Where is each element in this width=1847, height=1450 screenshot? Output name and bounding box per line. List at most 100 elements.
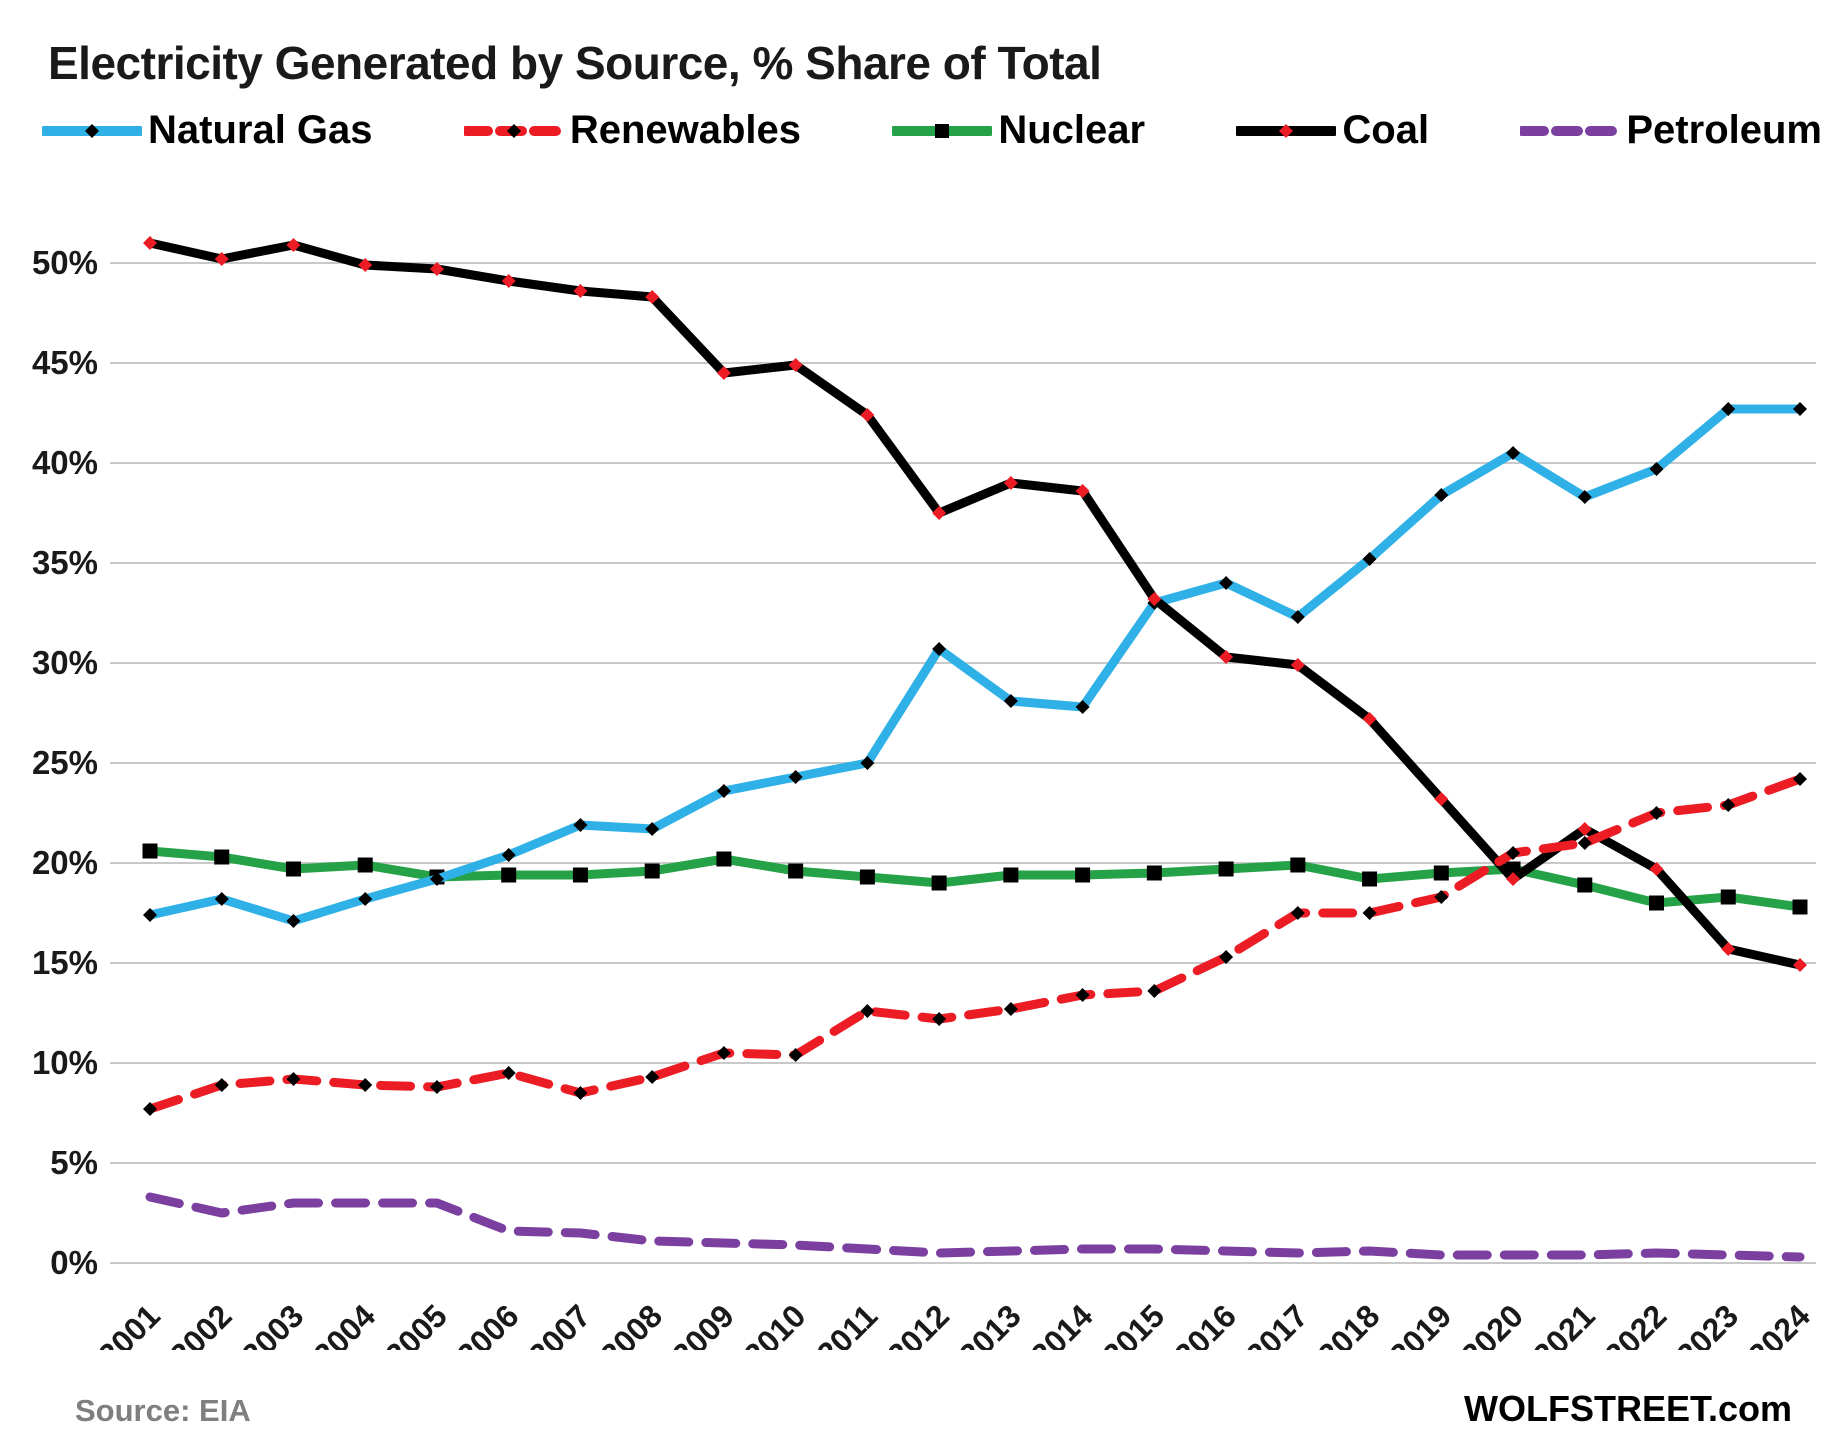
data-point-marker (358, 1078, 373, 1092)
data-point-marker (1506, 446, 1521, 460)
x-axis-tick-label: 2022 (1598, 1297, 1674, 1350)
x-axis-tick-label: 2019 (1382, 1297, 1458, 1350)
legend-line-sample (463, 123, 564, 138)
data-point-marker (1362, 712, 1377, 726)
data-point-marker (1577, 877, 1593, 893)
data-point-marker (501, 274, 516, 288)
data-point-marker (143, 908, 157, 922)
data-point-marker (1721, 942, 1736, 956)
x-axis-tick-label: 2003 (235, 1297, 311, 1350)
data-point-marker (429, 262, 444, 276)
x-axis-tick-label: 2013 (952, 1297, 1028, 1350)
data-point-marker (1577, 822, 1592, 836)
data-point-marker (1003, 476, 1018, 490)
x-axis-tick-label: 2012 (880, 1297, 956, 1350)
x-axis-tick-label: 2009 (665, 1297, 741, 1350)
y-axis-tick-label: 5% (50, 1144, 98, 1181)
x-axis-tick-label: 2006 (450, 1297, 526, 1350)
data-point-marker (645, 1070, 660, 1084)
y-axis-tick-label: 30% (32, 644, 98, 681)
data-point-marker (860, 1004, 875, 1018)
data-point-marker (1649, 462, 1664, 476)
data-point-marker (1075, 700, 1090, 714)
data-point-marker (501, 1066, 516, 1080)
data-point-marker (860, 756, 875, 770)
series-line-natural-gas (145, 404, 1805, 926)
line-chart: 0% 5% 10% 15% 20% 25% 30% 35% 40% 45% 50% 2001 2002 2… (0, 160, 1847, 1373)
series-line-coal (145, 238, 1805, 970)
data-point-marker (932, 1012, 947, 1026)
data-point-marker (1003, 867, 1019, 883)
data-point-marker (1147, 592, 1162, 606)
data-point-marker (572, 867, 588, 883)
data-point-marker (1290, 658, 1305, 672)
data-point-marker (357, 857, 373, 873)
data-point-marker (214, 892, 229, 906)
data-point-marker (932, 642, 947, 656)
legend-item-coal: Coal (1236, 108, 1429, 153)
data-point-marker (573, 818, 588, 832)
data-point-marker (788, 358, 803, 372)
data-point-marker (1362, 871, 1378, 887)
y-axis-tick-label: 25% (32, 744, 98, 781)
data-point-marker (142, 843, 158, 859)
data-point-marker (788, 863, 804, 879)
series-line-nuclear (145, 846, 1805, 912)
brand-watermark: WOLFSTREET.com (1463, 1388, 1792, 1429)
source-note: Source: EIA (75, 1393, 251, 1428)
data-point-marker (286, 1072, 301, 1086)
data-point-marker (1290, 857, 1306, 873)
data-point-marker (1434, 890, 1449, 904)
data-point-marker (1075, 484, 1090, 498)
data-point-marker (1649, 806, 1664, 820)
data-point-marker (1577, 836, 1592, 850)
x-axis-tick-label: 2010 (737, 1297, 813, 1350)
data-point-marker (501, 848, 516, 862)
legend-line-sample (42, 123, 142, 138)
data-point-marker (1075, 988, 1090, 1002)
x-axis-tick-label: 2011 (810, 1297, 885, 1350)
data-point-marker (143, 1102, 157, 1116)
x-axis-tick-label: 2020 (1454, 1297, 1530, 1350)
data-point-marker (931, 875, 947, 891)
data-point-marker (1720, 889, 1736, 905)
x-axis-tick-label: 2023 (1669, 1297, 1745, 1350)
x-axis-tick-label: 2018 (1311, 1297, 1387, 1350)
series-line-petroleum (145, 1192, 1805, 1262)
data-point-marker (1506, 872, 1521, 886)
data-point-marker (716, 784, 731, 798)
x-axis-tick-label: 2014 (1024, 1297, 1100, 1350)
x-axis-tick-label: 2015 (1096, 1297, 1172, 1350)
series-line-renewables (145, 774, 1805, 1114)
data-point-marker (716, 1046, 731, 1060)
data-point-marker (429, 872, 444, 886)
data-point-marker (1362, 906, 1377, 920)
data-point-marker (1003, 1002, 1018, 1016)
data-point-marker (573, 1086, 588, 1100)
data-point-marker (1219, 950, 1234, 964)
data-point-marker (1434, 792, 1449, 806)
data-point-marker (1649, 862, 1664, 876)
data-point-marker (1793, 772, 1807, 786)
y-axis-tick-label: 15% (32, 944, 98, 981)
y-axis-tick-label: 45% (32, 344, 98, 381)
data-point-marker (143, 236, 157, 250)
data-point-marker (788, 770, 803, 784)
data-point-marker (1793, 958, 1807, 972)
data-point-marker (1075, 867, 1091, 883)
data-point-marker (286, 238, 301, 252)
data-point-marker (1721, 798, 1736, 812)
data-point-marker (1219, 650, 1234, 664)
data-point-marker (645, 822, 660, 836)
data-point-marker (1792, 899, 1808, 915)
data-point-marker (932, 506, 947, 520)
data-point-marker (788, 1048, 803, 1062)
legend-line-sample (1520, 125, 1621, 136)
data-point-marker (1506, 846, 1521, 860)
y-axis-tick-label: 50% (32, 244, 98, 281)
data-point-marker (1649, 895, 1665, 911)
data-point-marker (1003, 694, 1018, 708)
data-point-marker (860, 408, 875, 422)
data-point-marker (1290, 906, 1305, 920)
